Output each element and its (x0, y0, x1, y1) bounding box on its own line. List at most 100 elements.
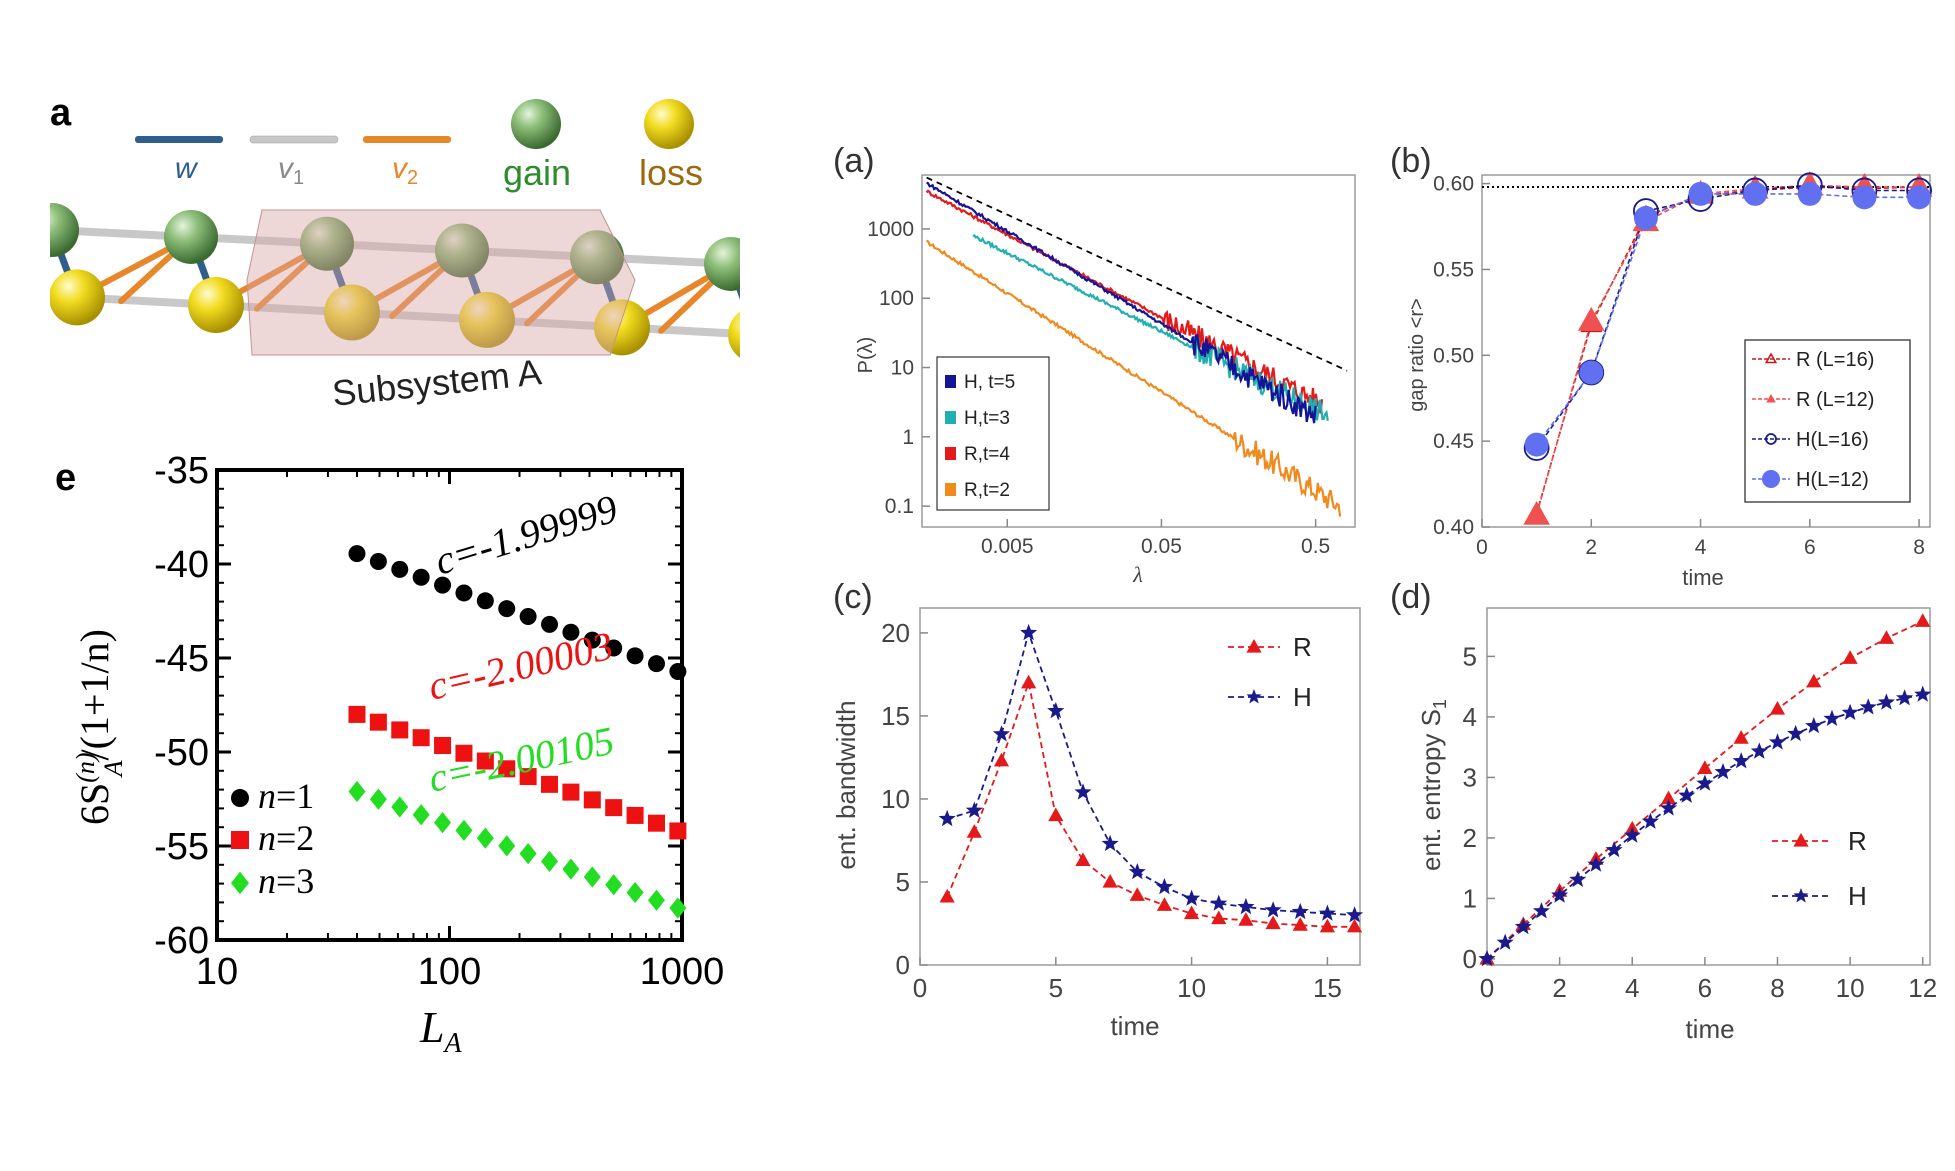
e-point-n=3 (562, 858, 580, 880)
pd-ytick-label: 4 (1463, 702, 1477, 732)
pc-point-H (1155, 878, 1173, 895)
gain-sphere (704, 236, 740, 291)
panel-pb: (b) 0 2 4 6 80.400.450.500.550.60 R (L=16)R … (1390, 142, 1933, 590)
pc-ytick-label: 10 (881, 784, 910, 814)
e-point-n=3 (626, 881, 644, 904)
e-point-n=1 (412, 568, 430, 586)
loss-sphere (594, 299, 650, 356)
pd-point-R (1769, 701, 1786, 715)
loss-sphere (728, 311, 740, 358)
pa-series-R,t=4 (925, 189, 1324, 414)
loss-sphere (459, 291, 515, 348)
pd-legend-marker (1793, 833, 1809, 847)
pd-ytick-label: 2 (1463, 823, 1477, 853)
pc-point-R (1211, 910, 1227, 925)
e-point-n=2 (412, 729, 430, 747)
panel-pa-axes: 0.005 0.05 0.5 0.1 1 10 100 1000 (867, 218, 1330, 558)
pb-point-H(L=12) (1907, 185, 1932, 210)
e-point-n=2 (519, 768, 537, 786)
pd-ytick-label: 0 (1463, 944, 1477, 974)
e-point-n=3 (434, 811, 452, 834)
e-point-n=3 (455, 819, 473, 841)
panel-pc-legend: RH (1228, 632, 1312, 712)
pd-legend-marker (1793, 888, 1809, 903)
pa-legend-swatch (945, 483, 956, 496)
e-point-n=1 (348, 545, 366, 563)
pc-point-H (1101, 834, 1119, 852)
loss-sphere (188, 277, 244, 334)
pd-point-H (1551, 886, 1569, 903)
pc-legend-marker (1246, 689, 1262, 704)
pc-point-H (1020, 623, 1038, 641)
pc-point-H (1074, 783, 1092, 800)
pb-ytick-label: 0.50 (1433, 344, 1474, 367)
pd-point-R (1660, 790, 1677, 805)
pd-point-H (1859, 698, 1877, 715)
pd-point-R (1915, 613, 1931, 627)
legend-label-v2: v2 (392, 152, 418, 189)
e-point-n=3 (519, 843, 537, 865)
e-point-n=3 (583, 866, 601, 888)
e-legend-marker (231, 831, 249, 849)
pb-legend-marker (1765, 433, 1777, 445)
legend-label-loss: loss (639, 152, 703, 193)
pb-legend-label: R (L=16) (1796, 349, 1874, 371)
pc-point-R (966, 824, 982, 838)
pb-ytick-label: 0.40 (1433, 516, 1474, 539)
pa-ytick-label: 100 (879, 287, 914, 310)
pc-point-R (1129, 887, 1145, 901)
panel-pa-frame (921, 174, 1356, 528)
e-point-n=3 (476, 827, 494, 849)
pd-point-H (1587, 855, 1605, 872)
bond-v2 (50, 227, 55, 236)
pb-ytick-label: 0.60 (1433, 173, 1474, 196)
subsystem-a-box (246, 209, 636, 356)
pd-point-H (1750, 742, 1768, 759)
pd-ytick-label: 5 (1463, 641, 1477, 671)
e-xtick-label: 100 (418, 951, 481, 993)
pa-legend-label: R,t=2 (964, 480, 1010, 501)
e-point-n=1 (562, 623, 580, 641)
panel-pd-ylabel: ent. entropy S1 (1416, 699, 1450, 871)
gain-sphere-icon (511, 99, 561, 149)
pc-point-R (993, 752, 1010, 767)
pb-legend-marker (1762, 470, 1780, 488)
pc-xtick-label: 0 (913, 973, 927, 1003)
legend-bar-v2 (363, 136, 451, 143)
pd-xtick-label: 10 (1836, 973, 1865, 1003)
pb-xtick-label: 0 (1476, 536, 1488, 559)
panel-pc-axes: 0 5 10 15 0 5 10 15 20 (881, 618, 1342, 1003)
panel-pc-frame (919, 607, 1361, 966)
e-point-n=1 (476, 592, 494, 610)
pd-point-H (1823, 709, 1841, 726)
panel-label-pb: (b) (1390, 142, 1432, 180)
pa-legend-swatch (945, 411, 956, 424)
pb-ytick-label: 0.55 (1433, 258, 1474, 281)
pd-point-R (1733, 730, 1749, 744)
e-point-n=2 (348, 705, 366, 723)
e-xtick-label: 10 (196, 951, 238, 993)
pb-xtick-label: 2 (1585, 536, 1597, 559)
pc-point-H (1210, 894, 1228, 911)
pd-legend-label: R (1848, 826, 1867, 856)
pb-legend-label: R (L=12) (1796, 389, 1874, 411)
pc-point-R (1048, 807, 1064, 822)
legend-bar-w (135, 136, 223, 143)
pb-point-H(L=12) (1579, 360, 1604, 385)
pa-xtick-label: 0.005 (981, 535, 1034, 558)
pa-legend-label: R,t=4 (964, 444, 1010, 465)
panel-pa-legend: H, t=5 H,t=3 R,t=4 R,t=2 (936, 356, 1050, 511)
pd-point-H (1514, 917, 1532, 935)
pc-point-H (938, 809, 956, 827)
panel-pb-legend: R (L=16) R (L=12) H(L=16) H(L=12) (1744, 339, 1911, 503)
e-point-n=2 (541, 775, 559, 793)
pb-line-R (L=16) (1535, 186, 1920, 514)
pd-legend-label: H (1848, 881, 1867, 911)
e-point-n=2 (455, 744, 473, 762)
pb-point-H(L=12) (1688, 181, 1713, 206)
pc-point-R (1156, 897, 1173, 911)
pb-legend-marker (1766, 394, 1776, 403)
pc-ytick-label: 0 (896, 950, 910, 980)
legend-label-v1: v1 (278, 152, 304, 189)
